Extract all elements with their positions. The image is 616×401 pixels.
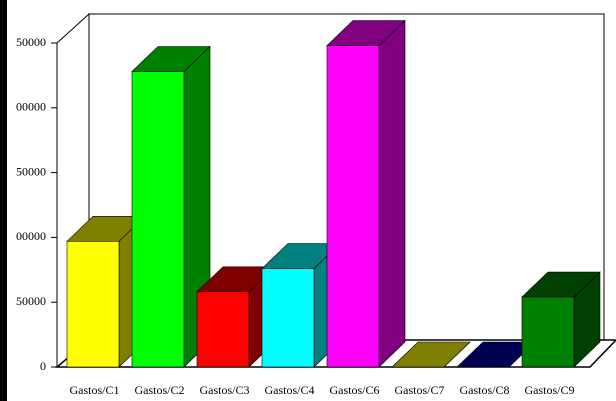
bar-side [378, 19, 406, 368]
x-tick-label: Gastos/C2 [134, 383, 184, 397]
y-tick-label: 00000 [16, 229, 46, 243]
bar [521, 296, 575, 368]
x-tick-label: Gastos/C1 [69, 383, 119, 397]
x-tick-label: Gastos/C7 [394, 383, 444, 397]
y-tick-label: 50000 [16, 35, 46, 49]
y-tick-label: 50000 [16, 294, 46, 308]
bar [326, 45, 380, 368]
bar [261, 268, 315, 368]
x-tick-label: Gastos/C9 [524, 383, 574, 397]
left-edge [0, 0, 7, 401]
y-tick-label: 00000 [16, 100, 46, 114]
x-tick-label: Gastos/C3 [199, 383, 249, 397]
x-tick-label: Gastos/C6 [329, 383, 379, 397]
bar [66, 240, 120, 368]
x-tick-label: Gastos/C8 [459, 383, 509, 397]
y-tick-label: 50000 [16, 164, 46, 178]
bar-top [391, 341, 471, 368]
bar [196, 291, 250, 368]
bar [131, 71, 185, 368]
y-tick-label: 0 [40, 359, 46, 373]
x-tick-label: Gastos/C4 [264, 383, 314, 397]
